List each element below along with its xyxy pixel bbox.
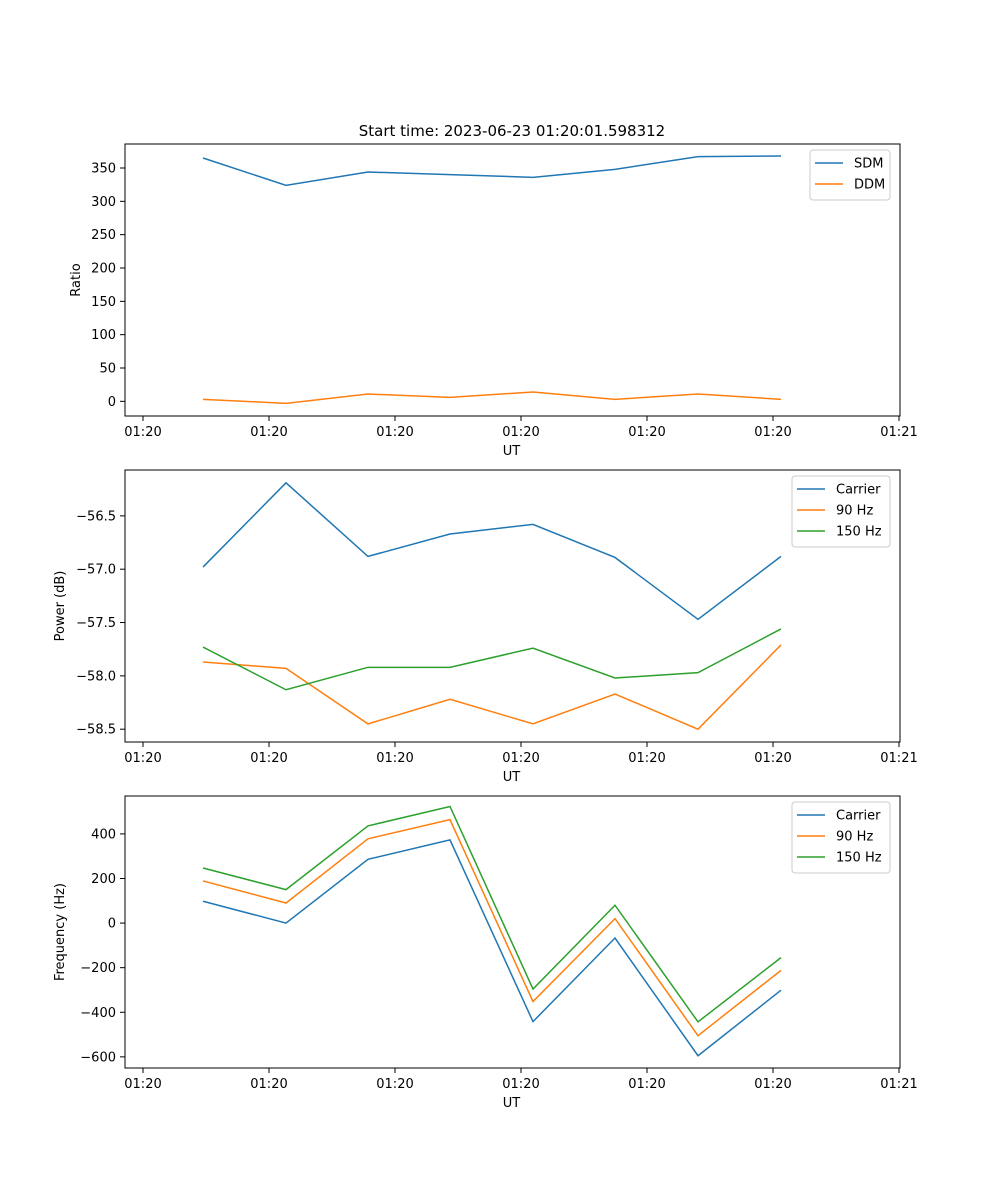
y-tick-label: 50 [99,362,116,377]
x-axis-label: UT [503,770,521,785]
legend-label: 150 Hz [836,525,882,540]
series-line-sdm [202,155,782,187]
series-line-90-hz [202,818,782,1037]
x-tick-label: 01:20 [754,1077,791,1092]
x-tick-label: 01:20 [376,1077,413,1092]
plot-frame [124,143,901,417]
plot-frame [124,795,901,1069]
legend: Carrier 90 Hz 150 Hz [791,801,891,874]
series-line-ddm [202,391,782,405]
x-tick-label: 01:20 [628,1077,665,1092]
legend-label: 90 Hz [836,504,873,519]
series-line-150-hz [202,805,782,1023]
y-axis-label: Frequency (Hz) [53,883,68,981]
legend-label: Carrier [836,483,881,498]
subplot-frequency: 01:20 01:20 01:20 01:20 01:20 01:20 01:21 −600 −… [53,795,918,1111]
x-tick-label: 01:20 [628,751,665,766]
figure-title: Start time: 2023-06-23 01:20:01.598312 [359,122,665,140]
y-tick-label: 0 [108,395,116,410]
plot-frame [124,469,901,743]
legend: SDM DDM [809,149,891,201]
y-tick-label: −58.5 [76,723,116,738]
legend-label: 150 Hz [836,851,882,866]
y-tick-label: −400 [80,1006,116,1021]
x-tick-label: 01:20 [250,751,287,766]
y-tick-label: 250 [91,228,116,243]
y-axis-label: Power (dB) [53,571,68,642]
y-tick-label: −200 [80,961,116,976]
y-tick-label: 200 [91,872,116,887]
x-tick-label: 01:20 [376,425,413,440]
subplot-ratio: 01:20 01:20 01:20 01:20 01:20 01:20 01:21 0 50 10… [69,143,918,459]
legend-box [791,475,891,548]
y-tick-label: −57.0 [76,563,116,578]
x-tick-label: 01:21 [880,751,917,766]
y-tick-label: 150 [91,295,116,310]
x-tick-label: 01:20 [376,751,413,766]
x-axis-label: UT [503,444,521,459]
y-tick-label: 0 [108,917,116,932]
x-tick-label: 01:20 [502,425,539,440]
y-tick-label: −600 [80,1050,116,1065]
series-line-carrier [202,481,782,621]
x-tick-label: 01:21 [880,1077,917,1092]
x-tick-label: 01:20 [124,751,161,766]
x-tick-label: 01:20 [754,425,791,440]
x-axis-label: UT [503,1096,521,1111]
x-tick-label: 01:20 [124,425,161,440]
y-tick-label: 300 [91,195,116,210]
legend-label: Carrier [836,809,881,824]
y-tick-label: −56.5 [76,509,116,524]
series-line-90-hz [202,644,782,731]
x-tick-label: 01:20 [502,751,539,766]
legend-box [791,801,891,874]
legend-label: 90 Hz [836,830,873,845]
y-tick-label: 100 [91,328,116,343]
y-tick-label: −58.0 [76,669,116,684]
y-tick-label: 200 [91,262,116,277]
subplot-power: 01:20 01:20 01:20 01:20 01:20 01:20 01:21 −58.5… [53,469,918,785]
legend-label: SDM [854,157,883,172]
x-tick-label: 01:21 [880,425,917,440]
x-tick-label: 01:20 [250,425,287,440]
x-tick-label: 01:20 [502,1077,539,1092]
legend: Carrier 90 Hz 150 Hz [791,475,891,548]
y-tick-label: 400 [91,827,116,842]
y-axis-label: Ratio [69,263,84,296]
x-tick-label: 01:20 [628,425,665,440]
x-tick-label: 01:20 [754,751,791,766]
legend-label: DDM [854,178,885,193]
y-tick-label: −57.5 [76,616,116,631]
x-tick-label: 01:20 [250,1077,287,1092]
series-line-carrier [202,839,782,1057]
series-line-150-hz [202,628,782,691]
x-tick-label: 01:20 [124,1077,161,1092]
y-tick-label: 350 [91,162,116,177]
